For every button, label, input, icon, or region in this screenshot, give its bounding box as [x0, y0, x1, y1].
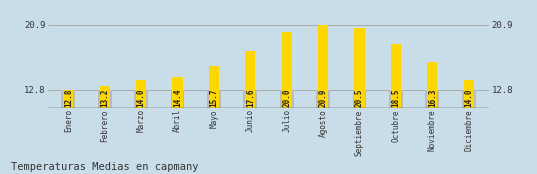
Bar	[61, 90, 75, 108]
Text: Temperaturas Medias en capmany: Temperaturas Medias en capmany	[11, 162, 198, 172]
Bar	[172, 77, 183, 108]
Text: 20.0: 20.0	[282, 88, 291, 107]
Text: 14.4: 14.4	[173, 88, 182, 107]
Text: 14.0: 14.0	[136, 88, 146, 107]
Bar	[462, 90, 476, 108]
Text: 12.8: 12.8	[64, 88, 73, 107]
Bar	[316, 90, 330, 108]
Bar	[280, 90, 294, 108]
Bar	[245, 51, 256, 108]
Bar	[354, 28, 365, 108]
Text: 15.7: 15.7	[209, 88, 219, 107]
Bar	[389, 90, 403, 108]
Bar	[207, 90, 221, 108]
Text: 20.5: 20.5	[355, 88, 364, 107]
Bar	[318, 25, 328, 108]
Bar	[136, 80, 146, 108]
Bar	[63, 90, 74, 108]
Bar	[171, 90, 184, 108]
Text: 16.3: 16.3	[428, 88, 437, 107]
Bar	[209, 66, 219, 108]
Bar	[281, 32, 292, 108]
Bar	[425, 90, 439, 108]
Bar	[100, 86, 110, 108]
Bar	[134, 90, 148, 108]
Bar	[427, 62, 437, 108]
Text: 20.9: 20.9	[318, 88, 328, 107]
Bar	[98, 90, 112, 108]
Bar	[243, 90, 257, 108]
Bar	[391, 44, 401, 108]
Text: 13.2: 13.2	[100, 88, 109, 107]
Text: 18.5: 18.5	[391, 88, 401, 107]
Bar	[353, 90, 366, 108]
Bar	[463, 80, 474, 108]
Text: 14.0: 14.0	[464, 88, 473, 107]
Text: 17.6: 17.6	[246, 88, 255, 107]
